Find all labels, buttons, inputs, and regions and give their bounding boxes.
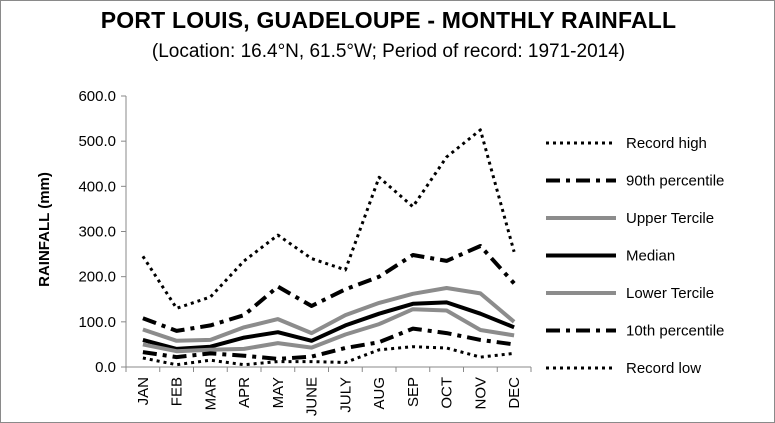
series-line-record-high [141, 128, 516, 310]
x-tick-label: JAN [135, 377, 152, 405]
x-tick-label: FEB [169, 377, 186, 406]
legend-label-median: Median [626, 248, 675, 265]
x-tick-label: SEP [405, 377, 422, 407]
series-line-10th-percentile [142, 326, 515, 361]
x-tick-label: AUG [371, 377, 388, 410]
chart-title: PORT LOUIS, GUADELOUPE - MONTHLY RAINFAL… [100, 7, 677, 33]
legend-label-lower-tercile: Lower Tercile [626, 285, 714, 302]
y-tick-label: 300.0 [78, 224, 116, 241]
legend-label-upper-tercile: Upper Tercile [626, 210, 714, 227]
axes-layer: 0.0 100.0 200.0 300.0 400.0 500.0 600.0 JAN FEB M… [36, 88, 532, 416]
series-line-lower-tercile [142, 307, 515, 354]
legend-label-10th-percentile: 10th percentile [626, 323, 724, 340]
legend-label-record-low: Record low [626, 360, 701, 377]
series-line-upper-tercile [142, 286, 516, 343]
legend: Record high 90th percentile Upper Tercile M… [546, 135, 724, 377]
y-axis-title: RAINFALL (mm) [36, 172, 53, 287]
x-tick-label: APR [236, 377, 253, 408]
series-layer [141, 128, 516, 367]
x-tick-label: OCT [439, 377, 456, 409]
legend-label-90th-percentile: 90th percentile [626, 173, 724, 190]
chart-subtitle: (Location: 16.4°N, 61.5°W; Period of rec… [151, 41, 626, 62]
y-tick-label: 400.0 [78, 178, 116, 195]
legend-label-record-high: Record high [626, 135, 707, 152]
x-tick-label: JUNE [304, 377, 321, 416]
series-line-median [142, 300, 515, 351]
y-tick-label: 0.0 [95, 359, 116, 376]
x-tick-label: DEC [506, 377, 523, 409]
y-tick-label: 500.0 [78, 133, 116, 150]
x-tick-label: NOV [472, 377, 489, 410]
x-tick-label: JULY [337, 377, 354, 413]
y-tick-label: 600.0 [78, 88, 116, 105]
x-tick-label: MAY [270, 377, 287, 408]
x-tick-label: MAR [202, 377, 219, 411]
series-line-90th-percentile [142, 244, 516, 333]
y-tick-label: 100.0 [78, 314, 116, 331]
y-tick-label: 200.0 [78, 269, 116, 286]
